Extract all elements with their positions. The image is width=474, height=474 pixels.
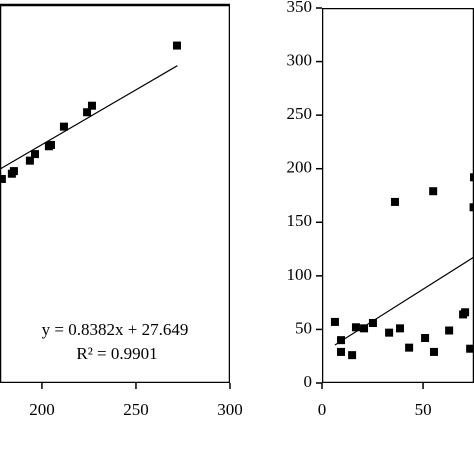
- point: [337, 347, 345, 356]
- x-tick-label: 250: [123, 400, 149, 419]
- point: [0, 174, 6, 183]
- annotation: y = 0.8382x + 27.649: [42, 320, 189, 339]
- y-tick-label: 200: [287, 158, 313, 177]
- plot-area: [0, 3, 230, 383]
- plot-frame: [0, 3, 230, 383]
- y-tick-label: 250: [287, 104, 313, 123]
- point: [429, 187, 438, 196]
- point: [351, 323, 360, 332]
- y-tick-label: 100: [287, 265, 313, 284]
- y-tick-label: 50: [295, 318, 312, 337]
- point: [337, 336, 345, 345]
- point: [44, 142, 53, 151]
- point: [390, 197, 399, 206]
- y-tick-label: 300: [287, 50, 313, 69]
- point: [405, 343, 414, 352]
- point: [7, 169, 16, 178]
- point: [421, 334, 430, 342]
- y-tick-label: 150: [287, 211, 313, 230]
- x-tick-label: 0: [318, 400, 327, 419]
- x-tick-label: 200: [29, 400, 55, 419]
- y-tick-label: 350: [287, 0, 313, 16]
- trendline: [334, 256, 474, 346]
- x-tick-label: 300: [217, 400, 243, 419]
- point: [25, 156, 34, 165]
- point: [470, 173, 474, 182]
- plot-area: [322, 8, 474, 383]
- trendline: [0, 65, 178, 170]
- point: [172, 41, 181, 50]
- point: [445, 326, 454, 335]
- point: [330, 317, 339, 326]
- point: [461, 308, 470, 317]
- y-tick-label: 0: [304, 372, 313, 391]
- point: [429, 347, 438, 356]
- point: [87, 101, 96, 110]
- point: [83, 108, 92, 117]
- point: [396, 324, 405, 333]
- point: [368, 319, 377, 327]
- point: [360, 324, 369, 333]
- point: [30, 150, 39, 159]
- point: [469, 203, 474, 212]
- point: [59, 122, 68, 131]
- annotation: R² = 0.9901: [76, 344, 157, 363]
- point: [385, 328, 394, 337]
- x-tick-label: 50: [415, 400, 432, 419]
- point: [348, 351, 357, 360]
- point: [466, 344, 474, 353]
